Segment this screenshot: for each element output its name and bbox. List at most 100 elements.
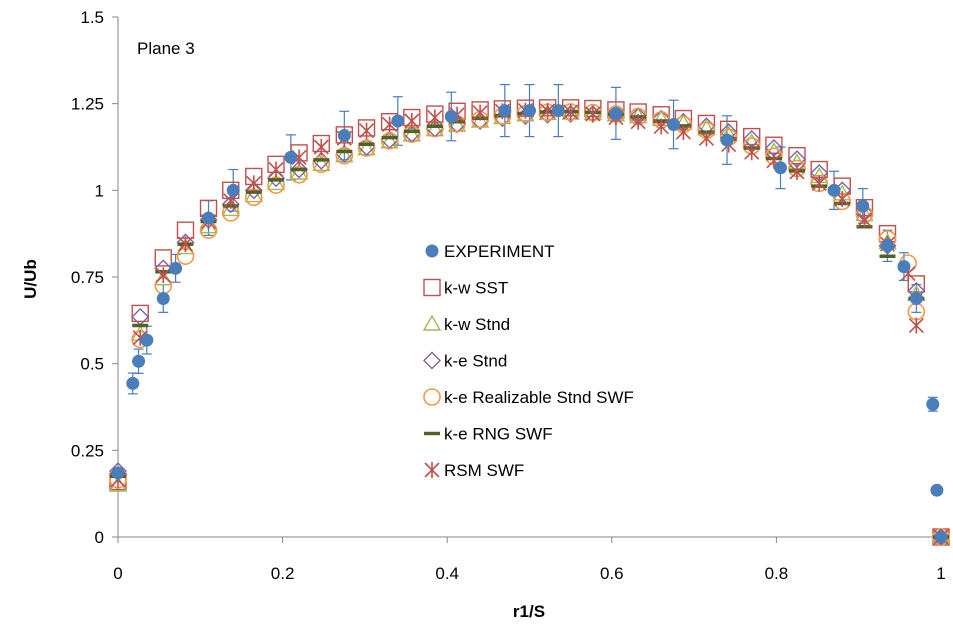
y-tick-label: 1.25 xyxy=(71,95,104,114)
legend-marker xyxy=(423,388,441,406)
y-tick-label: 0.5 xyxy=(80,355,104,374)
chart-legend: EXPERIMENT k-w SST k-w Stnd k-e Stnd k-e Rea… xyxy=(422,242,634,480)
data-point xyxy=(788,146,806,165)
x-tick-label: 0 xyxy=(113,564,122,583)
x-tick-label: 1 xyxy=(936,564,945,583)
legend-item: k-w Stnd xyxy=(422,314,510,334)
data-point xyxy=(202,211,216,225)
data-point xyxy=(221,195,240,214)
legend-label: k-e Realizable Stnd SWF xyxy=(444,388,634,407)
data-point xyxy=(155,267,171,284)
data-point xyxy=(789,163,805,180)
series-k-e-realizable-stnd-swf xyxy=(109,103,950,546)
data-point xyxy=(907,275,926,293)
data-point xyxy=(811,175,827,192)
x-tick-label: 0.6 xyxy=(600,564,624,583)
legend-marker xyxy=(423,351,441,370)
data-point xyxy=(404,113,420,129)
data-point xyxy=(312,155,331,174)
data-point xyxy=(154,269,173,286)
data-point xyxy=(653,118,669,135)
legend-item: k-e Realizable Stnd SWF xyxy=(423,388,634,407)
series-rsm-swf xyxy=(110,102,949,545)
legend-label: k-e Stnd xyxy=(444,352,507,371)
data-point xyxy=(357,139,376,157)
data-point xyxy=(934,530,948,544)
data-point xyxy=(881,239,895,253)
legend-label: k-w SST xyxy=(444,279,508,298)
data-point xyxy=(126,376,140,390)
data-point xyxy=(897,260,911,274)
data-point xyxy=(667,117,681,131)
data-point xyxy=(289,163,309,180)
data-point xyxy=(154,249,172,267)
x-tick-label: 0.8 xyxy=(765,564,789,583)
data-point xyxy=(926,397,940,411)
data-point xyxy=(630,113,646,130)
legend-label: k-w Stnd xyxy=(444,315,510,334)
data-point xyxy=(609,106,623,120)
data-point xyxy=(246,175,262,192)
data-point xyxy=(284,150,298,164)
y-tick-label: 1 xyxy=(95,181,104,200)
data-point xyxy=(472,104,488,121)
axis-ticks: 0 0.25 0.5 0.75 1 1.25 1.5 0 0.2 0.4 0.6 0.8 1 xyxy=(71,8,946,583)
data-point xyxy=(177,236,194,253)
legend-label: RSM SWF xyxy=(444,461,524,480)
data-point xyxy=(131,304,149,323)
legend-label: EXPERIMENT xyxy=(444,242,555,261)
data-point xyxy=(930,483,944,497)
data-point xyxy=(698,130,715,147)
data-point xyxy=(176,221,195,239)
data-point xyxy=(551,104,565,118)
legend-item: k-e RNG SWF xyxy=(424,425,553,444)
x-tick-label: 0.2 xyxy=(271,564,295,583)
data-point xyxy=(290,165,308,184)
legend-marker xyxy=(423,278,441,297)
data-point xyxy=(563,103,579,120)
data-point xyxy=(313,139,329,155)
data-point xyxy=(540,102,556,119)
y-tick-label: 1.5 xyxy=(80,8,104,27)
legend-marker xyxy=(424,462,440,478)
y-tick-label: 0.75 xyxy=(71,268,104,287)
data-point xyxy=(226,183,240,197)
data-point xyxy=(498,104,512,118)
legend-marker xyxy=(422,314,442,331)
data-point xyxy=(335,146,354,165)
series-k-e-stnd xyxy=(109,105,950,546)
legend-marker xyxy=(425,244,439,258)
data-point xyxy=(585,106,601,123)
legend-label: k-e RNG SWF xyxy=(444,425,553,444)
plot-annotation: Plane 3 xyxy=(137,39,195,58)
data-point xyxy=(132,354,146,368)
legend-item: k-w SST xyxy=(423,278,508,298)
x-axis-title: r1/S xyxy=(513,602,545,621)
x-tick-label: 0.4 xyxy=(435,564,459,583)
y-tick-label: 0 xyxy=(95,528,104,547)
data-point xyxy=(358,122,375,139)
series-k-w-sst xyxy=(109,99,950,546)
data-point xyxy=(908,317,924,334)
data-point xyxy=(312,154,331,172)
data-point xyxy=(523,104,536,118)
data-point xyxy=(337,129,351,143)
data-point xyxy=(169,261,183,275)
data-point xyxy=(856,211,873,228)
data-point xyxy=(156,291,170,305)
data-point xyxy=(111,466,125,480)
data-point xyxy=(720,133,734,147)
data-point xyxy=(444,109,458,123)
data-point xyxy=(427,109,443,126)
data-marks xyxy=(108,99,951,546)
data-point xyxy=(774,161,788,175)
data-point xyxy=(268,161,284,178)
data-point xyxy=(131,307,150,326)
legend-item: RSM SWF xyxy=(424,461,524,480)
y-tick-label: 0.25 xyxy=(71,441,104,460)
y-axis-title: U/Ub xyxy=(21,259,40,299)
data-point xyxy=(391,114,405,128)
data-point xyxy=(827,183,841,197)
data-point xyxy=(290,160,309,179)
